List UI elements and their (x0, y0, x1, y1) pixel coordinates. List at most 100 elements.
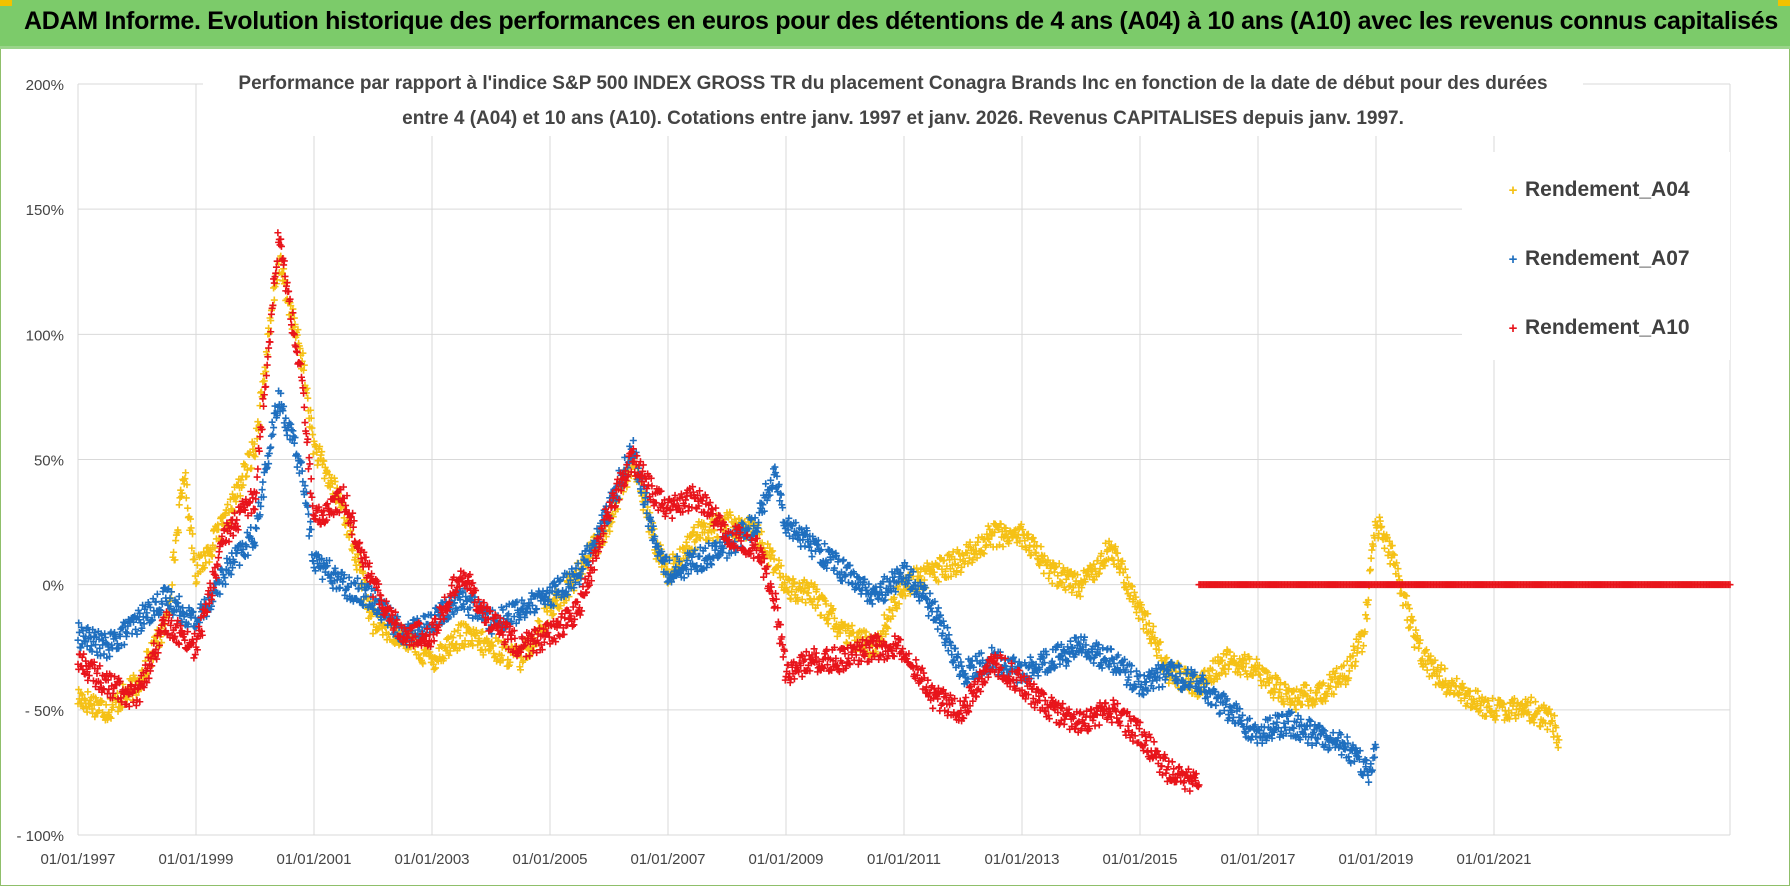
point-rendement-a04 (1090, 560, 1098, 568)
point-rendement-a04 (836, 629, 844, 637)
point-rendement-a04 (1453, 675, 1461, 683)
point-rendement-a04 (1018, 542, 1026, 550)
point-rendement-a04 (848, 622, 856, 630)
header-banner (0, 0, 1790, 49)
point-rendement-a04 (777, 562, 785, 570)
point-rendement-a04 (1130, 588, 1138, 596)
point-rendement-a07 (762, 480, 770, 488)
point-rendement-a10 (267, 310, 275, 318)
point-rendement-a04 (1226, 648, 1234, 656)
point-rendement-a10 (254, 465, 262, 473)
point-rendement-a04 (916, 572, 924, 580)
point-rendement-a04 (1218, 656, 1226, 664)
point-rendement-a04 (307, 406, 315, 414)
point-rendement-a04 (672, 554, 680, 562)
point-rendement-a04 (1239, 663, 1247, 671)
point-rendement-a04 (473, 629, 481, 637)
point-rendement-a04 (1145, 619, 1153, 627)
point-rendement-a04 (1362, 611, 1370, 619)
point-rendement-a04 (1403, 592, 1411, 600)
point-rendement-a10 (233, 516, 241, 524)
point-rendement-a04 (941, 567, 949, 575)
point-rendement-a04 (841, 620, 849, 628)
y-tick-label: - 100% (16, 828, 64, 845)
point-rendement-a04 (84, 688, 92, 696)
point-rendement-a04 (1461, 691, 1469, 699)
point-rendement-a04 (102, 701, 110, 709)
point-rendement-a04 (830, 614, 838, 622)
point-rendement-a07 (305, 532, 313, 540)
point-rendement-a10 (266, 338, 274, 346)
point-rendement-a04 (309, 450, 317, 458)
point-rendement-a04 (953, 567, 961, 575)
point-rendement-a07 (290, 432, 298, 440)
point-rendement-a04 (764, 540, 772, 548)
point-rendement-a07 (1063, 657, 1071, 665)
point-rendement-a04 (92, 694, 100, 702)
point-rendement-a04 (517, 666, 524, 674)
point-rendement-a04 (290, 314, 298, 322)
point-rendement-a04 (432, 664, 440, 672)
point-rendement-a04 (168, 581, 176, 589)
point-rendement-a04 (934, 578, 942, 586)
point-rendement-a04 (1553, 732, 1561, 740)
point-rendement-a04 (1260, 678, 1268, 686)
y-tick-label: 100% (26, 327, 64, 344)
point-rendement-a04 (107, 714, 115, 722)
point-rendement-a04 (1272, 681, 1280, 689)
point-rendement-a04 (1111, 543, 1119, 551)
point-rendement-a04 (1044, 556, 1052, 564)
point-rendement-a07 (1158, 683, 1166, 691)
point-rendement-a04 (980, 550, 988, 558)
point-rendement-a04 (833, 620, 841, 628)
point-rendement-a04 (91, 713, 99, 721)
point-rendement-a10 (644, 481, 652, 489)
point-rendement-a04 (95, 706, 103, 714)
point-rendement-a04 (1068, 588, 1076, 596)
point-rendement-a07 (175, 592, 183, 600)
point-rendement-a10 (584, 583, 592, 591)
point-rendement-a10 (305, 454, 313, 462)
point-rendement-a04 (440, 655, 448, 663)
point-rendement-a04 (1291, 701, 1299, 709)
point-rendement-a04 (359, 569, 367, 577)
point-rendement-a04 (817, 611, 825, 619)
point-rendement-a04 (535, 618, 543, 626)
x-tick-label: 01/01/2013 (984, 851, 1059, 868)
point-rendement-a04 (1393, 559, 1401, 567)
point-rendement-a04 (1355, 638, 1363, 646)
point-rendement-a04 (1069, 584, 1077, 592)
point-rendement-a07 (867, 596, 875, 604)
point-rendement-a04 (182, 494, 190, 502)
point-rendement-a04 (1404, 601, 1412, 609)
point-rendement-a04 (786, 576, 794, 584)
point-rendement-a04 (506, 658, 514, 666)
point-rendement-a04 (1246, 655, 1254, 663)
point-rendement-a07 (310, 564, 318, 572)
point-rendement-a04 (83, 708, 91, 716)
point-rendement-a04 (1437, 661, 1445, 669)
point-rendement-a04 (700, 519, 708, 527)
point-rendement-a04 (270, 296, 278, 304)
point-rendement-a04 (1096, 565, 1104, 573)
x-tick-label: 01/01/2019 (1338, 851, 1413, 868)
point-rendement-a04 (1055, 560, 1063, 568)
point-rendement-a04 (1383, 534, 1391, 542)
point-rendement-a10 (214, 554, 222, 562)
point-rendement-a04 (991, 528, 999, 536)
point-rendement-a04 (790, 578, 798, 586)
point-rendement-a04 (373, 626, 381, 634)
point-rendement-a04 (1311, 700, 1319, 708)
point-rendement-a04 (1053, 582, 1061, 590)
point-rendement-a04 (889, 612, 897, 620)
point-rendement-a04 (1149, 628, 1157, 636)
point-rendement-a04 (1388, 542, 1396, 550)
point-rendement-a04 (1378, 522, 1386, 530)
point-rendement-a04 (1123, 585, 1131, 593)
point-rendement-a04 (1118, 557, 1126, 565)
point-rendement-a07 (934, 604, 942, 612)
point-rendement-a04 (802, 599, 810, 607)
y-tick-label: 50% (34, 453, 64, 470)
point-rendement-a04 (304, 394, 312, 402)
